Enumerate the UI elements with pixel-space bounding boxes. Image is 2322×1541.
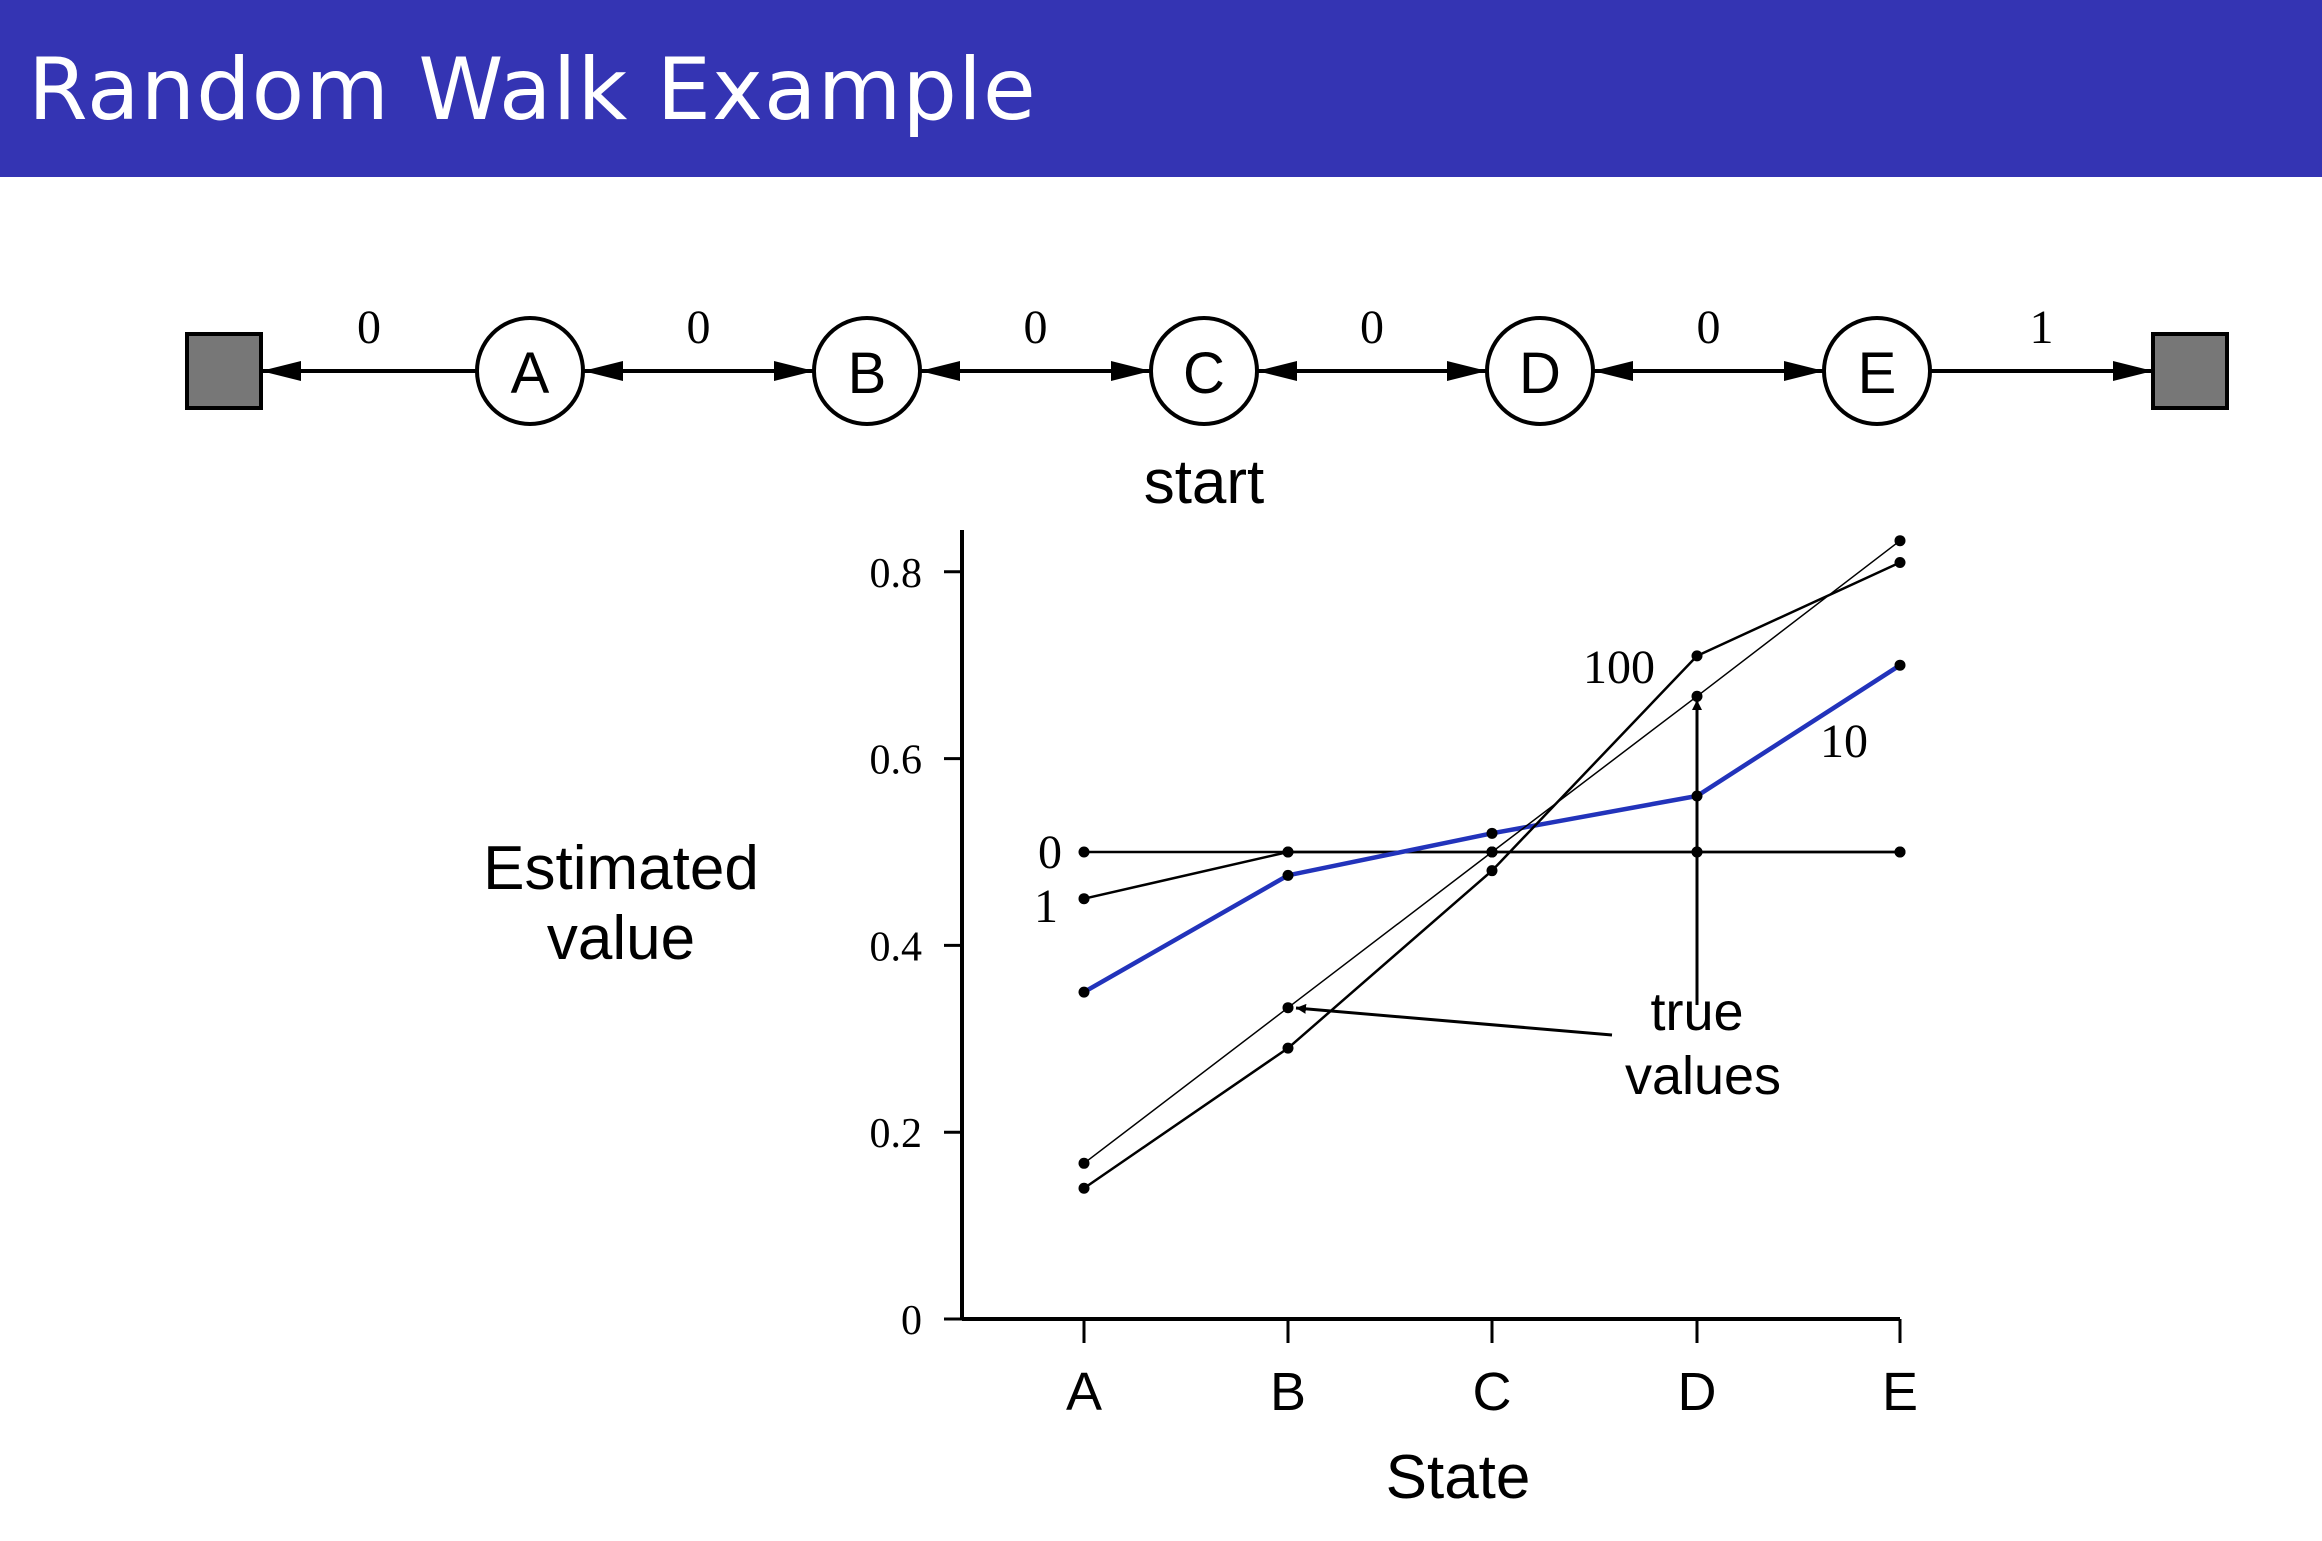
true-values-annotation: true values (1625, 982, 1781, 1106)
data-point (1282, 1042, 1294, 1054)
y-tick-label: 0.6 (870, 738, 923, 784)
series-label-1: 1 (1034, 880, 1058, 933)
data-point (1282, 1002, 1294, 1014)
data-point (1486, 827, 1498, 839)
state-label-e: E (1858, 341, 1897, 406)
data-point (1894, 846, 1906, 858)
series-label-0: 0 (1038, 826, 1062, 879)
reward-label: 1 (2030, 301, 2054, 354)
x-tick-label: C (1473, 1362, 1512, 1422)
x-tick-label: D (1678, 1362, 1717, 1422)
y-tick-label: 0.4 (870, 924, 923, 970)
reward-label: 0 (687, 301, 711, 354)
x-axis-label: State (1386, 1443, 1531, 1512)
y-tick-label: 0.2 (870, 1111, 923, 1157)
reward-label: 0 (357, 301, 381, 354)
data-point (1486, 846, 1498, 858)
terminal-left (185, 332, 263, 410)
x-tick-label: E (1882, 1362, 1918, 1422)
state-label-d: D (1519, 341, 1561, 406)
x-tick-label: B (1270, 1362, 1306, 1422)
reward-label: 0 (1024, 301, 1048, 354)
data-point (1078, 1157, 1090, 1169)
data-point (1078, 986, 1090, 998)
annotation-arrow (1295, 1003, 1613, 1037)
data-point (1282, 846, 1294, 858)
data-point (1894, 659, 1906, 671)
data-point (1894, 556, 1906, 568)
data-point (1078, 846, 1090, 858)
start-label: start (1144, 448, 1265, 517)
random-walk-chain: A B C D E 0 0 0 0 0 1 start (185, 301, 2229, 517)
state-label-c: C (1183, 341, 1225, 406)
data-point (1078, 1182, 1090, 1194)
reward-label: 0 (1360, 301, 1384, 354)
data-point (1282, 869, 1294, 881)
terminal-right (2151, 332, 2229, 410)
data-point (1078, 893, 1090, 905)
series-label-10: 10 (1820, 715, 1868, 768)
state-label-a: A (511, 341, 550, 406)
x-tick-label: A (1066, 1362, 1102, 1422)
y-tick-label: 0 (901, 1298, 922, 1344)
series-label-100: 100 (1583, 641, 1655, 694)
y-tick-label: 0.8 (870, 551, 923, 597)
state-label-b: B (848, 341, 887, 406)
title-bar: Random Walk Example (0, 0, 2322, 177)
data-point (1486, 865, 1498, 877)
data-point (1894, 535, 1906, 547)
reward-label: 0 (1697, 301, 1721, 354)
slide-title: Random Walk Example (28, 40, 1037, 140)
data-point (1691, 690, 1703, 702)
y-axis-label: Estimated value (483, 834, 759, 973)
data-point (1691, 650, 1703, 662)
